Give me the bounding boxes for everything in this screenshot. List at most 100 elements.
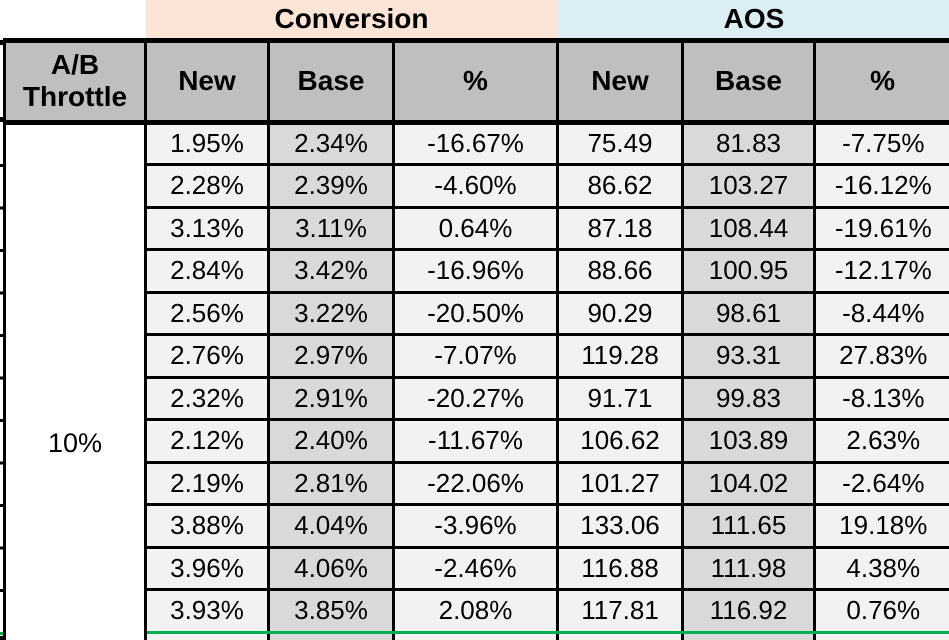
data-cell[interactable]: 2.39% [267,163,395,209]
data-cell[interactable]: 87.18 [556,205,684,251]
data-cell[interactable]: -7.75% [812,120,949,166]
data-cell[interactable] [681,632,816,640]
table-row: 2.76% 2.97% -7.07% 119.28 93.31 27.83% [5,333,949,379]
data-cell[interactable]: -20.50% [392,290,559,336]
data-cell[interactable]: 2.12% [144,418,270,464]
data-cell[interactable]: 106.62 [556,418,684,464]
data-cell[interactable]: 91.71 [556,375,684,421]
data-cell[interactable]: 3.96% [144,545,270,591]
data-cell[interactable]: 86.62 [556,163,684,209]
col-header-aos-base[interactable]: Base [681,37,816,125]
data-cell[interactable]: 93.31 [681,333,816,379]
data-cell[interactable]: -2.64% [812,460,949,506]
data-cell[interactable]: 133.06 [556,503,684,549]
data-cell[interactable]: -16.12% [812,163,949,209]
data-cell[interactable]: 3.11% [267,205,395,251]
conversion-group-header[interactable]: Conversion [145,0,558,40]
cropped-left-border-ticks [0,0,3,640]
col-header-ab-throttle[interactable]: A/B Throttle [3,37,147,125]
border-stub [0,40,3,45]
data-cell[interactable]: 116.92 [681,588,816,634]
data-cell[interactable]: 2.81% [267,460,395,506]
data-cell[interactable]: 2.32% [144,375,270,421]
data-cell[interactable]: 2.63% [812,418,949,464]
col-header-conversion-new[interactable]: New [144,37,270,125]
data-cell[interactable]: 4.04% [267,503,395,549]
col-header-conversion-pct[interactable]: % [392,37,559,125]
data-cell[interactable]: 103.89 [681,418,816,464]
data-cell[interactable]: -16.67% [392,120,559,166]
data-cell[interactable]: 99.83 [681,375,816,421]
data-cell[interactable]: -2.46% [392,545,559,591]
data-cell[interactable]: 3.22% [267,290,395,336]
data-cell[interactable]: 2.08% [392,588,559,634]
data-cell[interactable]: -16.96% [392,248,559,294]
data-cell[interactable]: 88.66 [556,248,684,294]
data-cell[interactable]: 90.29 [556,290,684,336]
data-cell[interactable]: -7.07% [392,333,559,379]
data-cell[interactable]: 100.95 [681,248,816,294]
data-cell[interactable]: 111.98 [681,545,816,591]
data-cell[interactable]: -8.44% [812,290,949,336]
table-row: 10% 1.95% 2.34% -16.67% 75.49 81.83 -7.75% [3,120,949,640]
table-row: 2.32% 2.91% -20.27% 91.71 99.83 -8.13% [5,375,949,421]
data-cell[interactable]: -19.61% [812,205,949,251]
data-cell[interactable]: 0.64% [392,205,559,251]
data-cell[interactable]: 2.97% [267,333,395,379]
column-header-row: A/B Throttle New Base % New Base % [3,37,949,125]
data-cell[interactable]: 75.49 [556,120,684,166]
green-border-stub [0,632,3,635]
data-cell[interactable]: -12.17% [812,248,949,294]
table-body: 10% 1.95% 2.34% -16.67% 75.49 81.83 -7.75% 2.28… [3,120,949,640]
throttle-value-cell[interactable]: 10% [3,120,147,640]
data-cell[interactable]: 117.81 [556,588,684,634]
data-cell[interactable]: 0.76% [812,588,949,634]
data-cell[interactable]: 4.06% [267,545,395,591]
col-header-aos-pct[interactable]: % [812,37,949,125]
border-stub [0,636,3,640]
data-cell[interactable]: 2.84% [144,248,270,294]
data-cell[interactable]: -20.27% [392,375,559,421]
col-header-conversion-base[interactable]: Base [267,37,395,125]
data-cell[interactable]: 81.83 [681,120,816,166]
data-cell[interactable]: -11.67% [392,418,559,464]
data-cell[interactable]: 3.88% [144,503,270,549]
data-cell[interactable]: 1.95% [144,120,270,166]
data-cell[interactable]: 2.34% [267,120,395,166]
data-cell[interactable]: 108.44 [681,205,816,251]
data-cell[interactable]: 2.56% [144,290,270,336]
data-cell[interactable]: 19.18% [812,503,949,549]
data-cell[interactable]: -22.06% [392,460,559,506]
data-cell[interactable]: 101.27 [556,460,684,506]
data-cell[interactable]: 2.91% [267,375,395,421]
data-cell[interactable]: 3.85% [267,588,395,634]
data-cell[interactable]: 2.76% [144,333,270,379]
data-cell[interactable]: 3.42% [267,248,395,294]
data-cell[interactable]: 116.88 [556,545,684,591]
table-row: 2.56% 3.22% -20.50% 90.29 98.61 -8.44% [5,290,949,336]
data-cell[interactable]: 3.93% [144,588,270,634]
data-cell[interactable] [556,632,684,640]
data-cell[interactable]: 111.65 [681,503,816,549]
data-cell[interactable]: 2.19% [144,460,270,506]
data-cell[interactable]: -4.60% [392,163,559,209]
data-cell[interactable]: 103.27 [681,163,816,209]
data-cell[interactable] [267,632,395,640]
data-cell[interactable]: 2.28% [144,163,270,209]
data-cell[interactable]: 119.28 [556,333,684,379]
data-cell[interactable]: -3.96% [392,503,559,549]
data-cell[interactable]: 2.40% [267,418,395,464]
data-cell[interactable] [144,632,270,640]
data-cell[interactable]: -8.13% [812,375,949,421]
data-cell[interactable]: 3.13% [144,205,270,251]
table-row: 2.84% 3.42% -16.96% 88.66 100.95 -12.17% [5,248,949,294]
table-row: 2.28% 2.39% -4.60% 86.62 103.27 -16.12% [5,163,949,209]
col-header-aos-new[interactable]: New [556,37,684,125]
data-cell[interactable] [392,632,559,640]
aos-group-header[interactable]: AOS [557,0,949,40]
data-cell[interactable] [812,632,949,640]
data-cell[interactable]: 27.83% [812,333,949,379]
data-cell[interactable]: 104.02 [681,460,816,506]
data-cell[interactable]: 98.61 [681,290,816,336]
data-cell[interactable]: 4.38% [812,545,949,591]
